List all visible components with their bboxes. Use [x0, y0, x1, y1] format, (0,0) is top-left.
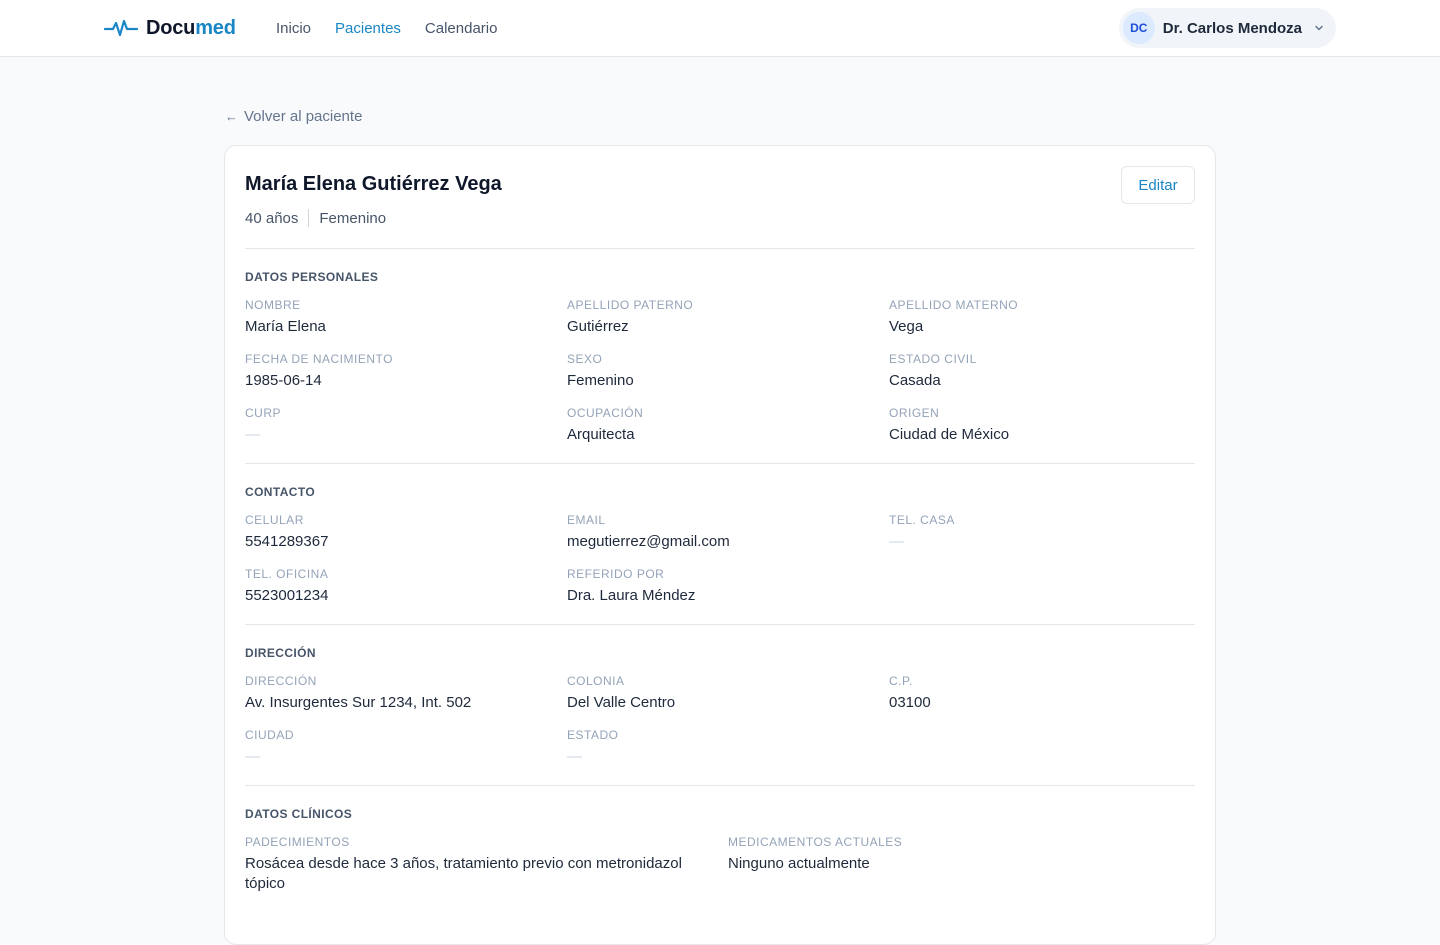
arrow-left-icon: ←	[225, 109, 238, 124]
field-value: María Elena	[245, 318, 326, 335]
field-apellido-materno: Apellido materno Vega	[889, 298, 1018, 337]
field-email: Email megutierrez@gmail.com	[567, 513, 730, 552]
section-title-contact: CONTACTO	[245, 485, 316, 499]
field-referido-por: Referido por Dra. Laura Méndez	[567, 567, 695, 606]
section-divider	[245, 785, 1195, 786]
field-value: Dra. Laura Méndez	[567, 587, 696, 604]
field-label: Celular	[245, 513, 304, 527]
field-origen: Origen Ciudad de México	[889, 406, 1009, 445]
main-nav: Inicio Pacientes Calendario	[276, 0, 497, 56]
field-direccion: Dirección Av. Insurgentes Sur 1234, Int.…	[245, 674, 471, 713]
field-label: Padecimientos	[245, 835, 350, 849]
field-label: Origen	[889, 406, 940, 420]
brand-name-suffix: med	[195, 16, 236, 39]
field-curp: CURP —	[245, 406, 281, 445]
field-value: 5541289367	[245, 533, 329, 550]
patient-sex: Femenino	[319, 209, 387, 227]
nav-item-calendario[interactable]: Calendario	[424, 19, 498, 37]
field-label: Colonia	[567, 674, 625, 688]
heartbeat-icon	[104, 19, 138, 37]
field-estado: Estado —	[567, 728, 618, 767]
patient-age: 40 años	[245, 209, 299, 227]
field-value: Av. Insurgentes Sur 1234, Int. 502	[245, 694, 472, 711]
brand-name: Documed	[146, 17, 236, 40]
section-title-clinical: DATOS CLÍNICOS	[245, 807, 353, 821]
field-ciudad: Ciudad —	[245, 728, 294, 767]
field-value: megutierrez@gmail.com	[567, 533, 730, 550]
field-tel-casa: Tel. casa —	[889, 513, 955, 552]
field-label: Fecha de nacimiento	[245, 352, 393, 366]
field-medicamentos: Medicamentos actuales Ninguno actualment…	[728, 835, 1188, 874]
field-value: Del Valle Centro	[567, 694, 676, 711]
field-tel-oficina: Tel. oficina 5523001234	[245, 567, 328, 606]
patient-name: María Elena Gutiérrez Vega	[245, 173, 502, 195]
user-menu-button[interactable]: DC Dr. Carlos Mendoza	[1118, 8, 1336, 48]
field-padecimientos: Padecimientos Rosácea desde hace 3 años,…	[245, 835, 705, 894]
section-divider	[245, 624, 1195, 625]
field-label: Estado civil	[889, 352, 977, 366]
back-to-patient-link[interactable]: ← Volver al paciente	[225, 108, 362, 125]
field-label: Referido por	[567, 567, 665, 581]
edit-button[interactable]: Editar	[1121, 166, 1195, 204]
field-fecha-nacimiento: Fecha de nacimiento 1985-06-14	[245, 352, 393, 391]
section-divider	[245, 248, 1195, 249]
section-title-address: DIRECCIÓN	[245, 646, 316, 660]
field-value: —	[889, 533, 904, 550]
field-celular: Celular 5541289367	[245, 513, 328, 552]
avatar: DC	[1122, 12, 1155, 44]
field-label: Apellido materno	[889, 298, 1019, 312]
field-value: Casada	[889, 372, 941, 389]
field-label: Tel. oficina	[245, 567, 329, 581]
field-label: CURP	[245, 406, 282, 420]
field-value: —	[245, 426, 260, 443]
field-value: Ciudad de México	[889, 426, 1010, 443]
brand-name-prefix: Docu	[146, 16, 196, 39]
field-sexo: Sexo Femenino	[567, 352, 634, 391]
field-label: Apellido paterno	[567, 298, 694, 312]
field-label: Email	[567, 513, 606, 527]
field-value: 1985-06-14	[245, 372, 322, 389]
nav-item-pacientes[interactable]: Pacientes	[335, 19, 401, 37]
nav-item-inicio[interactable]: Inicio	[276, 19, 312, 37]
field-value: Vega	[889, 318, 924, 335]
field-label: Estado	[567, 728, 619, 742]
field-value: 03100	[889, 694, 931, 711]
field-label: Medicamentos actuales	[728, 835, 903, 849]
field-value: Femenino	[567, 372, 634, 389]
chevron-down-icon	[1315, 25, 1323, 31]
section-divider	[245, 463, 1195, 464]
user-name: Dr. Carlos Mendoza	[1162, 19, 1302, 37]
field-nombre: Nombre María Elena	[245, 298, 326, 337]
patient-detail-card: María Elena Gutiérrez Vega 40 años Femen…	[224, 145, 1216, 945]
field-value: —	[245, 748, 260, 765]
back-link-label: Volver al paciente	[244, 108, 363, 125]
brand-logo[interactable]: Documed	[104, 14, 236, 42]
field-value: Arquitecta	[567, 426, 635, 443]
field-value: Ninguno actualmente	[728, 855, 870, 872]
field-label: Dirección	[245, 674, 317, 688]
field-cp: C.P. 03100	[889, 674, 931, 713]
field-label: C.P.	[889, 674, 913, 688]
field-ocupacion: Ocupación Arquitecta	[567, 406, 643, 445]
field-estado-civil: Estado civil Casada	[889, 352, 977, 391]
meta-divider	[308, 209, 310, 227]
field-colonia: Colonia Del Valle Centro	[567, 674, 675, 713]
field-apellido-paterno: Apellido paterno Gutiérrez	[567, 298, 693, 337]
field-value: Gutiérrez	[567, 318, 629, 335]
section-title-personal: DATOS PERSONALES	[245, 270, 379, 284]
field-value: Rosácea desde hace 3 años, tratamiento p…	[245, 855, 682, 892]
patient-meta: 40 años Femenino	[245, 209, 386, 227]
field-value: 5523001234	[245, 587, 329, 604]
field-label: Ciudad	[245, 728, 295, 742]
top-navigation-bar: Documed Inicio Pacientes Calendario DC D…	[0, 0, 1440, 57]
field-label: Sexo	[567, 352, 603, 366]
field-label: Ocupación	[567, 406, 644, 420]
field-label: Nombre	[245, 298, 301, 312]
field-label: Tel. casa	[889, 513, 955, 527]
field-value: —	[567, 748, 582, 765]
